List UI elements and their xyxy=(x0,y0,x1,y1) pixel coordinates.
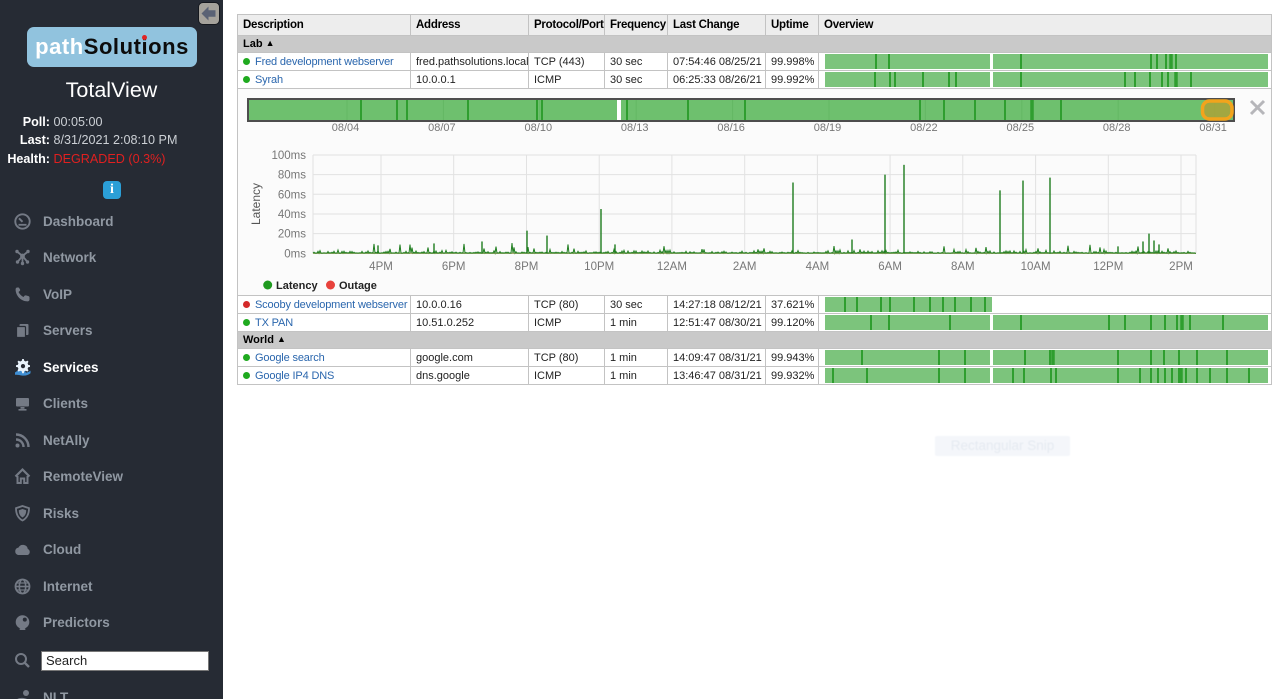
svg-text:4AM: 4AM xyxy=(806,261,830,273)
svg-text:0ms: 0ms xyxy=(284,248,306,260)
svg-text:08/22: 08/22 xyxy=(910,122,938,134)
svg-text:08/19: 08/19 xyxy=(814,122,842,134)
svg-text:6AM: 6AM xyxy=(878,261,902,273)
svg-text:8PM: 8PM xyxy=(515,261,539,273)
svg-text:08/07: 08/07 xyxy=(428,122,456,134)
svg-text:Latency: Latency xyxy=(276,280,318,292)
svg-text:08/13: 08/13 xyxy=(621,122,649,134)
svg-text:10PM: 10PM xyxy=(584,261,614,273)
svg-text:80ms: 80ms xyxy=(278,170,306,182)
svg-text:Outage: Outage xyxy=(339,280,377,292)
svg-text:08/25: 08/25 xyxy=(1007,122,1035,134)
svg-text:12AM: 12AM xyxy=(657,261,687,273)
svg-text:08/31: 08/31 xyxy=(1199,122,1227,134)
svg-text:100ms: 100ms xyxy=(271,150,306,162)
svg-text:8AM: 8AM xyxy=(951,261,975,273)
svg-text:20ms: 20ms xyxy=(278,229,306,241)
svg-text:4PM: 4PM xyxy=(369,261,393,273)
svg-text:08/16: 08/16 xyxy=(717,122,745,134)
svg-text:Latency: Latency xyxy=(249,183,263,225)
svg-text:2AM: 2AM xyxy=(733,261,757,273)
svg-text:08/28: 08/28 xyxy=(1103,122,1131,134)
svg-text:2PM: 2PM xyxy=(1169,261,1193,273)
svg-text:10AM: 10AM xyxy=(1021,261,1051,273)
svg-text:40ms: 40ms xyxy=(278,209,306,221)
svg-text:12PM: 12PM xyxy=(1093,261,1123,273)
svg-text:08/10: 08/10 xyxy=(525,122,553,134)
svg-text:60ms: 60ms xyxy=(278,189,306,201)
svg-text:08/04: 08/04 xyxy=(332,122,360,134)
svg-text:6PM: 6PM xyxy=(442,261,466,273)
